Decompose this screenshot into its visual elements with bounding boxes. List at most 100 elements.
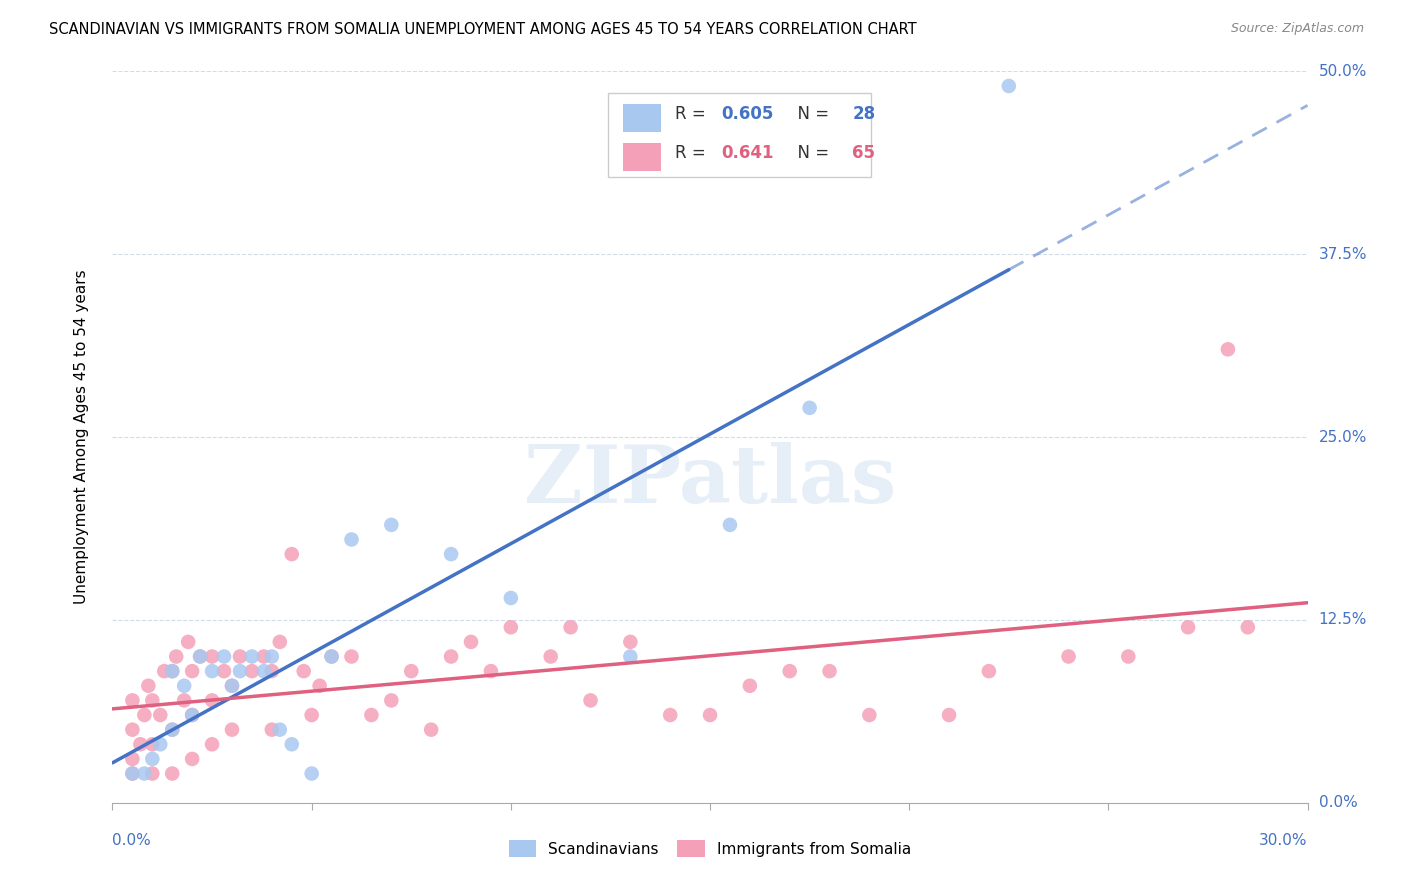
Point xyxy=(221,679,243,693)
Point xyxy=(134,766,156,780)
Point xyxy=(1177,620,1199,634)
Point xyxy=(292,664,315,678)
Point xyxy=(560,620,582,634)
Point xyxy=(440,649,463,664)
Point xyxy=(479,664,502,678)
Point xyxy=(321,649,343,664)
Point xyxy=(619,649,641,664)
Point xyxy=(401,664,423,678)
Point xyxy=(221,679,243,693)
Point xyxy=(165,649,187,664)
Text: SCANDINAVIAN VS IMMIGRANTS FROM SOMALIA UNEMPLOYMENT AMONG AGES 45 TO 54 YEARS C: SCANDINAVIAN VS IMMIGRANTS FROM SOMALIA … xyxy=(49,22,917,37)
Point xyxy=(1118,649,1140,664)
Text: R =: R = xyxy=(675,105,711,123)
Point xyxy=(360,708,382,723)
Point xyxy=(177,635,200,649)
Point xyxy=(659,708,682,723)
Point xyxy=(1237,620,1260,634)
Point xyxy=(181,664,204,678)
Point xyxy=(240,664,263,678)
Point xyxy=(281,737,304,751)
Point xyxy=(153,664,176,678)
Point xyxy=(181,708,204,723)
Text: 12.5%: 12.5% xyxy=(1319,613,1367,627)
Point xyxy=(260,649,283,664)
Point xyxy=(141,693,163,707)
Point xyxy=(260,723,283,737)
Point xyxy=(162,766,183,780)
Point xyxy=(738,679,761,693)
Text: 28: 28 xyxy=(852,105,876,123)
Point xyxy=(998,78,1021,93)
Text: 0.605: 0.605 xyxy=(721,105,773,123)
Point xyxy=(162,723,183,737)
Point xyxy=(162,723,183,737)
Y-axis label: Unemployment Among Ages 45 to 54 years: Unemployment Among Ages 45 to 54 years xyxy=(75,269,89,605)
Point xyxy=(229,664,252,678)
Point xyxy=(440,547,463,561)
Point xyxy=(460,635,482,649)
Text: N =: N = xyxy=(786,144,834,161)
Point xyxy=(253,649,276,664)
Point xyxy=(240,649,263,664)
Point xyxy=(129,737,152,751)
Text: R =: R = xyxy=(675,144,711,161)
Point xyxy=(799,401,821,415)
Point xyxy=(173,693,195,707)
Point xyxy=(340,533,363,547)
Point xyxy=(162,664,183,678)
Point xyxy=(858,708,880,723)
Text: 30.0%: 30.0% xyxy=(1260,833,1308,848)
Point xyxy=(779,664,801,678)
Legend: Scandinavians, Immigrants from Somalia: Scandinavians, Immigrants from Somalia xyxy=(509,839,911,857)
Point xyxy=(141,766,163,780)
Point xyxy=(420,723,443,737)
Point xyxy=(134,708,156,723)
Point xyxy=(181,752,204,766)
Point xyxy=(181,708,204,723)
Point xyxy=(121,766,143,780)
Text: 65: 65 xyxy=(852,144,876,161)
Point xyxy=(380,517,402,532)
Point xyxy=(269,635,291,649)
Text: ZIPatlas: ZIPatlas xyxy=(524,442,896,520)
Text: Source: ZipAtlas.com: Source: ZipAtlas.com xyxy=(1230,22,1364,36)
FancyBboxPatch shape xyxy=(609,94,872,178)
Point xyxy=(321,649,343,664)
Point xyxy=(141,737,163,751)
Point xyxy=(301,708,323,723)
Point xyxy=(718,517,741,532)
Point xyxy=(121,752,143,766)
Point xyxy=(162,664,183,678)
Text: 50.0%: 50.0% xyxy=(1319,64,1367,78)
Point xyxy=(212,664,235,678)
Point xyxy=(269,723,291,737)
Point xyxy=(1057,649,1080,664)
Point xyxy=(938,708,960,723)
Point xyxy=(818,664,841,678)
Point xyxy=(977,664,1000,678)
Point xyxy=(380,693,402,707)
Text: 37.5%: 37.5% xyxy=(1319,247,1367,261)
Point xyxy=(253,664,276,678)
Point xyxy=(229,649,252,664)
Point xyxy=(308,679,330,693)
Point xyxy=(1216,343,1239,357)
Text: 0.0%: 0.0% xyxy=(1319,796,1357,810)
Point xyxy=(699,708,721,723)
Point xyxy=(201,649,224,664)
FancyBboxPatch shape xyxy=(623,143,661,171)
Point xyxy=(149,737,172,751)
Point xyxy=(121,766,143,780)
Point xyxy=(201,737,224,751)
Text: N =: N = xyxy=(786,105,834,123)
Point xyxy=(201,664,224,678)
Text: 25.0%: 25.0% xyxy=(1319,430,1367,444)
Point xyxy=(579,693,602,707)
Point xyxy=(121,723,143,737)
Point xyxy=(138,679,160,693)
Point xyxy=(149,708,172,723)
Text: 0.641: 0.641 xyxy=(721,144,773,161)
FancyBboxPatch shape xyxy=(623,104,661,132)
Point xyxy=(301,766,323,780)
